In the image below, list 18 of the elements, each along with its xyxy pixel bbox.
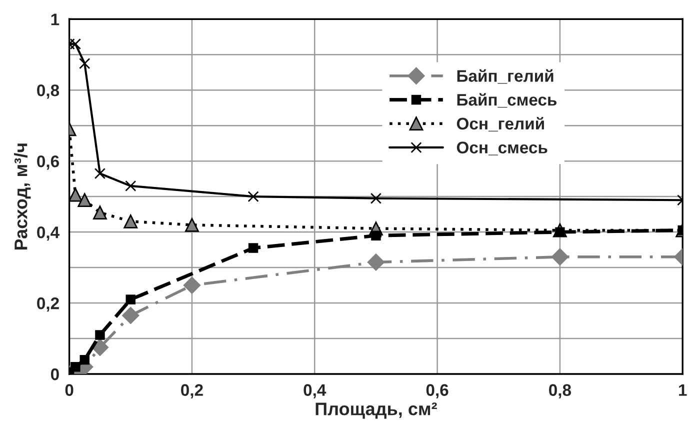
x-tick-label: 1 [679,384,687,396]
y-tick-label: 0,6 [37,155,59,170]
y-tick-label: 0,4 [37,226,60,241]
y-axis-title: Расход, м³/ч [14,144,31,250]
x-tick-label: 0 [65,384,74,396]
x-tick-label: 0,4 [304,384,326,398]
legend-label: Осн_гелий [456,117,544,132]
legend-label: Байп_смесь [457,93,557,108]
x-axis-title: Площадь, см² [316,402,437,419]
y-tick-label: 0 [50,368,59,380]
x-tick-label: 0,6 [426,384,448,398]
legend-label: Осн_смесь [456,142,548,156]
y-tick-label: 0,2 [37,297,59,312]
y-tick-label: 1 [51,14,60,26]
legend-label: Байп_гелий [457,69,554,84]
x-tick-label: 0,8 [549,384,572,398]
x-tick-label: 0,2 [181,384,203,398]
y-tick-label: 0,8 [37,84,60,99]
